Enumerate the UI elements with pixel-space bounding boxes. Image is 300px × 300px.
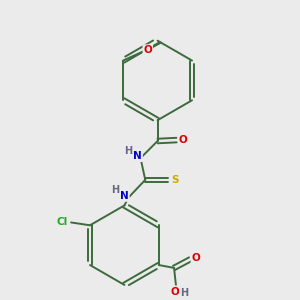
Text: N: N <box>133 151 142 161</box>
Text: S: S <box>171 175 178 185</box>
Text: H: H <box>124 146 132 156</box>
Text: Cl: Cl <box>57 218 68 227</box>
Text: H: H <box>180 289 188 298</box>
Text: O: O <box>179 135 188 145</box>
Text: N: N <box>120 191 129 201</box>
Text: O: O <box>171 286 179 297</box>
Text: H: H <box>111 185 119 195</box>
Text: O: O <box>143 45 152 55</box>
Text: O: O <box>191 254 200 263</box>
